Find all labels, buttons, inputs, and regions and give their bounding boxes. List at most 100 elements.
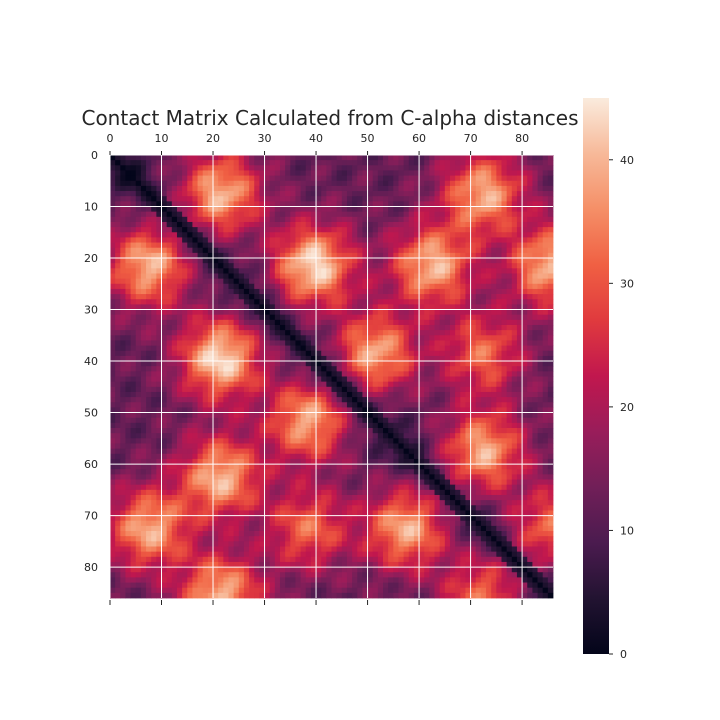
heatmap-cell xyxy=(357,288,363,295)
heatmap-cell xyxy=(295,304,301,310)
heatmap-cell xyxy=(470,355,477,362)
heatmap-cell xyxy=(171,438,178,444)
heatmap-cell xyxy=(372,165,379,171)
heatmap-cell xyxy=(140,283,147,290)
heatmap-cell xyxy=(223,191,229,197)
heatmap-cell xyxy=(537,443,544,450)
heatmap-cell xyxy=(413,263,420,269)
heatmap-cell xyxy=(542,237,549,243)
heatmap-cell xyxy=(326,407,332,413)
heatmap-cell xyxy=(367,180,374,187)
heatmap-cell xyxy=(511,175,518,182)
heatmap-cell xyxy=(156,324,162,331)
heatmap-cell xyxy=(321,232,327,238)
heatmap-cell xyxy=(527,345,533,352)
heatmap-cell xyxy=(516,155,523,161)
heatmap-cell xyxy=(279,361,286,367)
heatmap-cell xyxy=(429,417,435,424)
heatmap-cell xyxy=(403,397,410,403)
heatmap-cell xyxy=(151,283,157,290)
heatmap-cell xyxy=(352,268,358,274)
heatmap-cell xyxy=(295,345,301,352)
heatmap-cell xyxy=(403,288,410,295)
heatmap-cell xyxy=(125,350,131,357)
heatmap-cell xyxy=(331,402,338,408)
heatmap-cell xyxy=(146,165,152,171)
heatmap-cell xyxy=(408,294,415,300)
heatmap-cell xyxy=(352,263,358,269)
heatmap-cell xyxy=(300,175,307,182)
heatmap-cell xyxy=(346,227,353,233)
heatmap-cell xyxy=(429,428,435,434)
heatmap-cell xyxy=(419,185,425,192)
heatmap-cell xyxy=(321,335,327,341)
heatmap-cell xyxy=(522,227,528,233)
heatmap-cell xyxy=(470,428,477,434)
heatmap-cell xyxy=(460,252,466,259)
heatmap-cell xyxy=(367,319,374,326)
heatmap-cell xyxy=(197,330,204,336)
heatmap-cell xyxy=(367,216,374,223)
heatmap-cell xyxy=(398,314,405,321)
heatmap-cell xyxy=(362,160,368,166)
heatmap-cell xyxy=(120,371,126,377)
heatmap-cell xyxy=(383,366,389,372)
heatmap-cell xyxy=(279,335,286,341)
heatmap-cell xyxy=(362,438,368,444)
heatmap-cell xyxy=(274,448,281,455)
heatmap-cell xyxy=(290,278,296,285)
heatmap-cell xyxy=(475,438,482,444)
heatmap-cell xyxy=(522,299,528,305)
heatmap-cell xyxy=(130,283,137,290)
heatmap-cell xyxy=(444,443,451,450)
heatmap-cell xyxy=(279,391,286,398)
heatmap-cell xyxy=(398,247,405,254)
heatmap-cell xyxy=(156,371,162,377)
heatmap-cell xyxy=(125,371,131,377)
heatmap-cell xyxy=(182,381,188,388)
heatmap-cell xyxy=(398,428,405,434)
heatmap-cell xyxy=(527,330,533,336)
heatmap-cell xyxy=(264,407,271,413)
heatmap-cell xyxy=(187,381,193,388)
heatmap-cell xyxy=(274,397,281,403)
heatmap-cell xyxy=(527,288,533,295)
heatmap-cell xyxy=(516,273,523,280)
heatmap-cell xyxy=(218,335,224,341)
heatmap-cell xyxy=(357,160,363,166)
heatmap-cell xyxy=(383,330,389,336)
heatmap-cell xyxy=(403,201,410,207)
heatmap-cell xyxy=(120,397,126,403)
heatmap-cell xyxy=(151,211,157,218)
heatmap-cell xyxy=(496,252,502,259)
heatmap-cell xyxy=(408,278,415,285)
heatmap-cell xyxy=(264,397,271,403)
heatmap-cell xyxy=(326,180,332,187)
heatmap-cell xyxy=(413,335,420,341)
heatmap-cell xyxy=(135,196,142,202)
heatmap-cell xyxy=(233,237,240,243)
heatmap-cell xyxy=(398,381,405,388)
heatmap-cell xyxy=(362,433,368,439)
heatmap-cell xyxy=(310,294,317,300)
heatmap-cell xyxy=(424,361,430,367)
heatmap-cell xyxy=(146,350,152,357)
heatmap-cell xyxy=(522,381,528,388)
heatmap-cell xyxy=(496,278,502,285)
heatmap-cell xyxy=(362,391,368,398)
heatmap-cell xyxy=(522,314,528,321)
heatmap-cell xyxy=(249,160,255,166)
heatmap-cell xyxy=(197,366,204,372)
heatmap-cell xyxy=(475,350,482,357)
heatmap-cell xyxy=(527,294,533,300)
heatmap-cell xyxy=(238,355,245,362)
heatmap-cell xyxy=(383,258,389,264)
heatmap-cell xyxy=(310,324,317,331)
heatmap-cell xyxy=(522,355,528,362)
heatmap-cell xyxy=(176,263,183,269)
heatmap-cell xyxy=(202,242,209,249)
heatmap-cell xyxy=(264,448,271,455)
heatmap-cell xyxy=(166,180,173,187)
heatmap-cell xyxy=(388,345,394,352)
heatmap-cell xyxy=(192,206,198,213)
